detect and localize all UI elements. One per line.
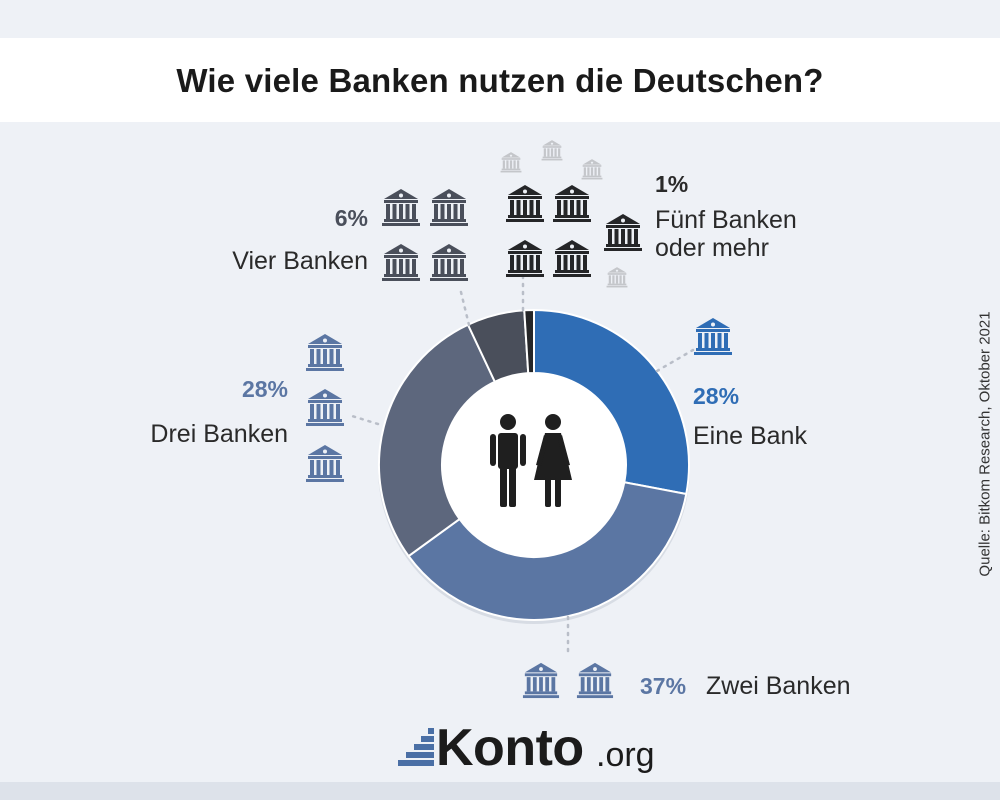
man-woman-icon xyxy=(490,414,572,507)
label-value-vier-banken: 6% xyxy=(335,205,368,231)
bank-icon xyxy=(694,318,732,355)
label-name-drei-banken: Drei Banken xyxy=(150,420,288,448)
label-name-fuenf-banken-line2: oder mehr xyxy=(655,234,769,262)
konto-logo: Konto .org xyxy=(398,719,668,777)
leader-line-eine-bank xyxy=(655,348,695,373)
faded-bank-icon xyxy=(606,267,628,288)
bank-icon xyxy=(306,389,344,426)
leader-line-vier-banken xyxy=(458,286,471,327)
label-value-fuenf-banken: 1% xyxy=(655,171,688,197)
source-note: Quelle: Bitkom Research, Oktober 2021 xyxy=(976,311,994,577)
faded-bank-icon xyxy=(581,159,603,180)
label-name-fuenf-banken-line1: Fünf Banken xyxy=(655,206,797,234)
title-band xyxy=(0,38,1000,122)
faded-bank-icon xyxy=(500,152,522,173)
label-value-eine-bank: 28% xyxy=(693,383,739,409)
bank-icon xyxy=(430,244,468,281)
logo-wordmark: Konto xyxy=(436,719,584,777)
bank-icon xyxy=(382,244,420,281)
label-name-zwei-banken: Zwei Banken xyxy=(706,672,851,700)
bank-icon xyxy=(553,185,591,222)
leader-line-drei-banken xyxy=(350,414,380,426)
label-value-zwei-banken: 37% xyxy=(640,673,686,699)
page-title: Wie viele Banken nutzen die Deutschen? xyxy=(176,62,824,99)
bank-icon xyxy=(553,240,591,277)
footer-bar xyxy=(0,782,1000,800)
bank-icon xyxy=(430,189,468,226)
donut-center xyxy=(442,373,626,557)
bank-icon xyxy=(522,662,560,699)
label-name-eine-bank: Eine Bank xyxy=(693,422,807,450)
bank-icon xyxy=(506,185,544,222)
bank-icon xyxy=(382,189,420,226)
slice-drei-banken xyxy=(378,323,497,558)
label-value-drei-banken: 28% xyxy=(242,376,288,402)
bank-icon xyxy=(506,240,544,277)
faded-bank-icon xyxy=(541,140,563,161)
label-name-vier-banken: Vier Banken xyxy=(232,247,368,275)
bank-icon xyxy=(306,445,344,482)
bank-icon xyxy=(306,334,344,371)
logo-domain: .org xyxy=(596,736,655,774)
logo-mark xyxy=(398,728,434,766)
bank-icon xyxy=(576,662,614,699)
bank-icon xyxy=(604,214,642,251)
